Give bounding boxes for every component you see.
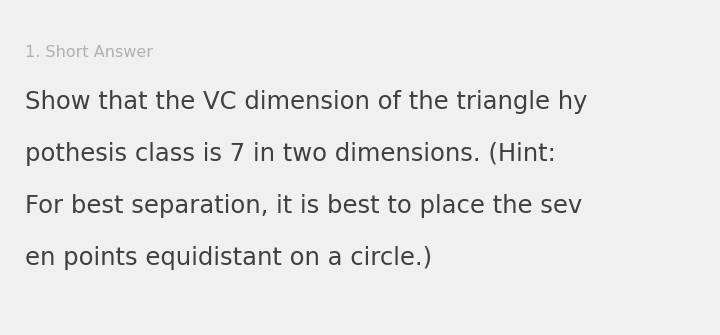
Text: Show that the VC dimension of the triangle hy: Show that the VC dimension of the triang… (25, 90, 588, 114)
Text: 1. Short Answer: 1. Short Answer (25, 45, 153, 60)
Text: en points equidistant on a circle.): en points equidistant on a circle.) (25, 246, 432, 270)
Text: pothesis class is 7 in two dimensions. (Hint:: pothesis class is 7 in two dimensions. (… (25, 142, 556, 166)
Text: For best separation, it is best to place the sev: For best separation, it is best to place… (25, 194, 582, 218)
